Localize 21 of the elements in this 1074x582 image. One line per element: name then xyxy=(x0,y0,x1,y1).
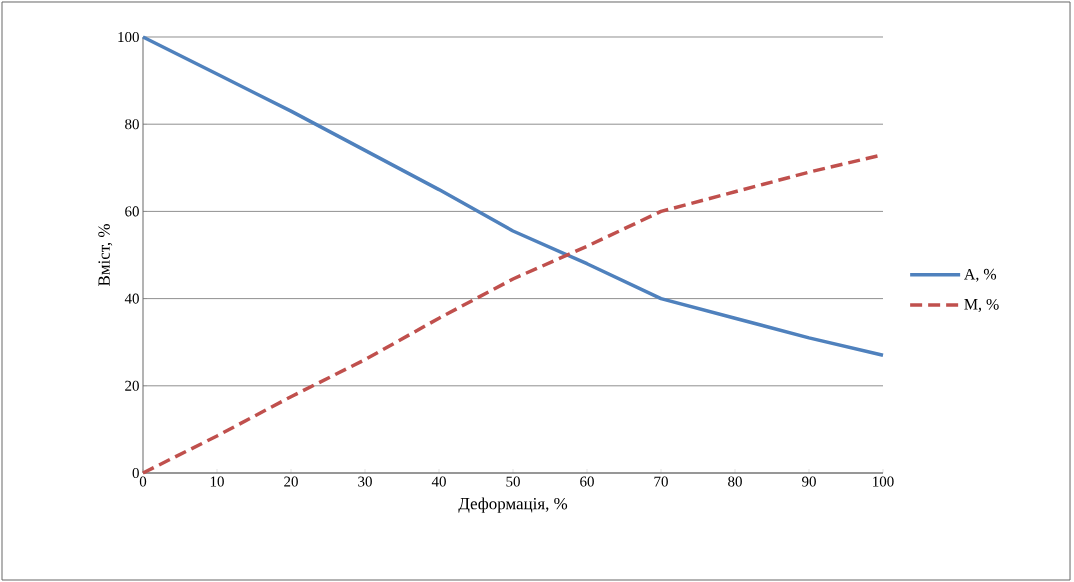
legend-label: A, % xyxy=(964,268,997,282)
x-tick-label: 70 xyxy=(654,476,668,487)
x-tick-label: 80 xyxy=(728,476,742,487)
y-axis-title: Вміст, % xyxy=(98,224,113,286)
x-tick-label: 40 xyxy=(431,476,446,487)
y-tick-label: 20 xyxy=(125,380,139,391)
x-tick-label: 50 xyxy=(506,476,520,487)
y-tick-label: 60 xyxy=(125,206,139,217)
x-tick-label: 90 xyxy=(802,476,816,487)
x-tick-label: 60 xyxy=(580,476,594,487)
x-tick-label: 100 xyxy=(873,476,894,487)
legend-label: M, % xyxy=(964,298,999,312)
x-tick-label: 30 xyxy=(358,476,372,487)
x-tick-label: 0 xyxy=(139,476,147,487)
y-tick-label: 40 xyxy=(124,293,139,304)
x-axis-title: Деформація, % xyxy=(458,497,568,513)
x-tick-label: 10 xyxy=(210,476,224,487)
y-tick-label: 100 xyxy=(118,31,139,43)
y-tick-label: 80 xyxy=(125,119,139,130)
x-tick-label: 20 xyxy=(284,476,298,487)
y-tick-label: 0 xyxy=(132,467,139,479)
